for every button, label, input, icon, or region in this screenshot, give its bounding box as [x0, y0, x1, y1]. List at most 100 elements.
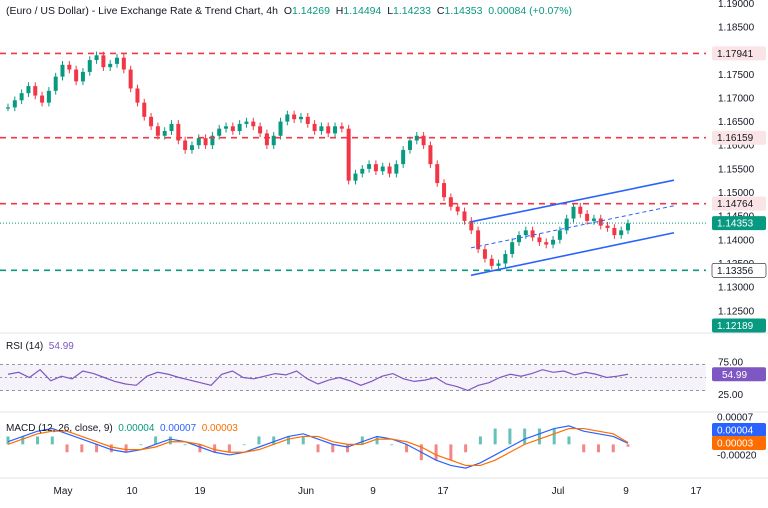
macd-histogram-bar — [168, 436, 172, 445]
candle-body — [578, 206, 583, 214]
macd-tag-bg — [712, 436, 766, 450]
macd-histogram-bar — [434, 444, 438, 461]
candle-body — [278, 121, 283, 136]
macd-histogram-bar — [508, 428, 512, 445]
candle-body — [585, 213, 590, 221]
candle-body — [217, 128, 222, 136]
candle-body — [333, 126, 338, 134]
candle-body — [442, 183, 447, 198]
candle-body — [19, 93, 24, 101]
candle-body — [6, 107, 10, 109]
macd-histogram-bar — [493, 428, 497, 445]
rsi-value-tag-bg — [712, 367, 766, 382]
candle-body — [537, 237, 542, 243]
rsi-tick-label: 75.00 — [718, 357, 743, 368]
macd-histogram-bar — [65, 444, 69, 453]
candle-body — [326, 126, 331, 134]
level-tag-bg — [712, 216, 766, 231]
level-tag-bg — [711, 262, 767, 278]
candle-body — [353, 173, 358, 181]
candle-body — [605, 225, 610, 228]
price-tick-label: 1.14000 — [718, 235, 755, 246]
price-tick-label: 1.15500 — [718, 164, 755, 175]
candle-body — [591, 218, 596, 221]
macd-histogram-bar — [242, 444, 246, 446]
candle-body — [115, 57, 120, 64]
macd-histogram-bar — [95, 444, 99, 453]
macd-histogram-bar — [183, 444, 187, 446]
candle-body — [339, 126, 344, 129]
x-tick-label: 9 — [623, 486, 629, 497]
candle-body — [373, 164, 378, 172]
low-value: 1.14233 — [393, 5, 432, 17]
candle-body — [53, 76, 58, 91]
rsi-value-tag: 54.99 — [722, 370, 747, 381]
price-tick-label: 1.17000 — [718, 93, 755, 104]
candle-body — [176, 123, 181, 141]
price-tick-label: 1.12500 — [718, 306, 755, 317]
level-tag-bg — [712, 318, 766, 333]
macd-histogram-bar — [80, 444, 84, 453]
macd-histogram-bar — [478, 436, 482, 445]
candle-body — [476, 230, 481, 250]
candle-body — [258, 126, 263, 134]
macd-histogram-bar — [464, 444, 468, 453]
candle-body — [421, 135, 426, 146]
candle-body — [155, 126, 160, 136]
macd-tick-label: 0.00007 — [717, 413, 754, 424]
macd-histogram-bar — [36, 436, 40, 445]
macd-histogram-bar — [567, 436, 571, 445]
candle-body — [462, 211, 467, 221]
level-tag-label: 1.12189 — [717, 321, 754, 332]
level-tag-label: 1.17941 — [717, 49, 754, 60]
candle-body — [564, 218, 569, 231]
price-tick-label: 1.15000 — [718, 188, 755, 199]
candle-body — [305, 116, 310, 124]
macd-histogram-bar — [198, 444, 202, 453]
candle-body — [346, 128, 351, 181]
macd-histogram-bar — [360, 436, 364, 445]
macd-histogram-bar — [375, 436, 379, 445]
level-tag-bg — [712, 46, 766, 61]
price-tick-label: 1.19000 — [718, 0, 755, 10]
candle-body — [210, 135, 215, 146]
macd-histogram-bar — [227, 444, 231, 453]
chart-header: (Euro / US Dollar) - Live Exchange Rate … — [6, 5, 572, 17]
candle-body — [312, 123, 317, 132]
rsi-band — [0, 364, 706, 391]
symbol-title: (Euro / US Dollar) - Live Exchange Rate … — [6, 5, 278, 17]
candle-body — [360, 168, 365, 174]
level-tag-label: 1.14764 — [717, 199, 754, 210]
candle-body — [544, 242, 549, 245]
macd-histogram-bar — [21, 436, 25, 445]
rsi-label: RSI (14) — [6, 341, 44, 352]
candle-body — [367, 164, 372, 169]
candle-body — [619, 230, 624, 236]
candle-body — [196, 138, 201, 146]
price-tick-label: 1.16000 — [718, 141, 755, 152]
open-value: 1.14269 — [291, 5, 330, 17]
close-value: 1.14353 — [444, 5, 483, 17]
macd-histogram-bar — [449, 444, 453, 461]
macd-histogram-bar — [50, 436, 54, 445]
macd-histogram-bar — [257, 436, 261, 445]
level-tag-label: 1.13356 — [717, 266, 754, 277]
candle-body — [496, 263, 501, 266]
x-tick-label: May — [54, 486, 73, 497]
candle-body — [230, 126, 235, 132]
candle-body — [394, 164, 399, 174]
price-tick-label: 1.17500 — [718, 70, 755, 81]
candle-body — [523, 230, 528, 236]
level-tag-bg — [712, 130, 766, 145]
candle-body — [60, 64, 65, 77]
candle-body — [469, 220, 474, 231]
price-tick-label: 1.18500 — [718, 22, 755, 33]
macd-histogram-bar — [523, 428, 527, 445]
macd-histogram-bar — [301, 436, 305, 445]
candle-body — [189, 145, 194, 150]
close-label: C — [436, 5, 445, 17]
macd-histogram-bar — [390, 444, 394, 446]
candle-body — [516, 235, 521, 243]
candle-body — [489, 258, 494, 266]
